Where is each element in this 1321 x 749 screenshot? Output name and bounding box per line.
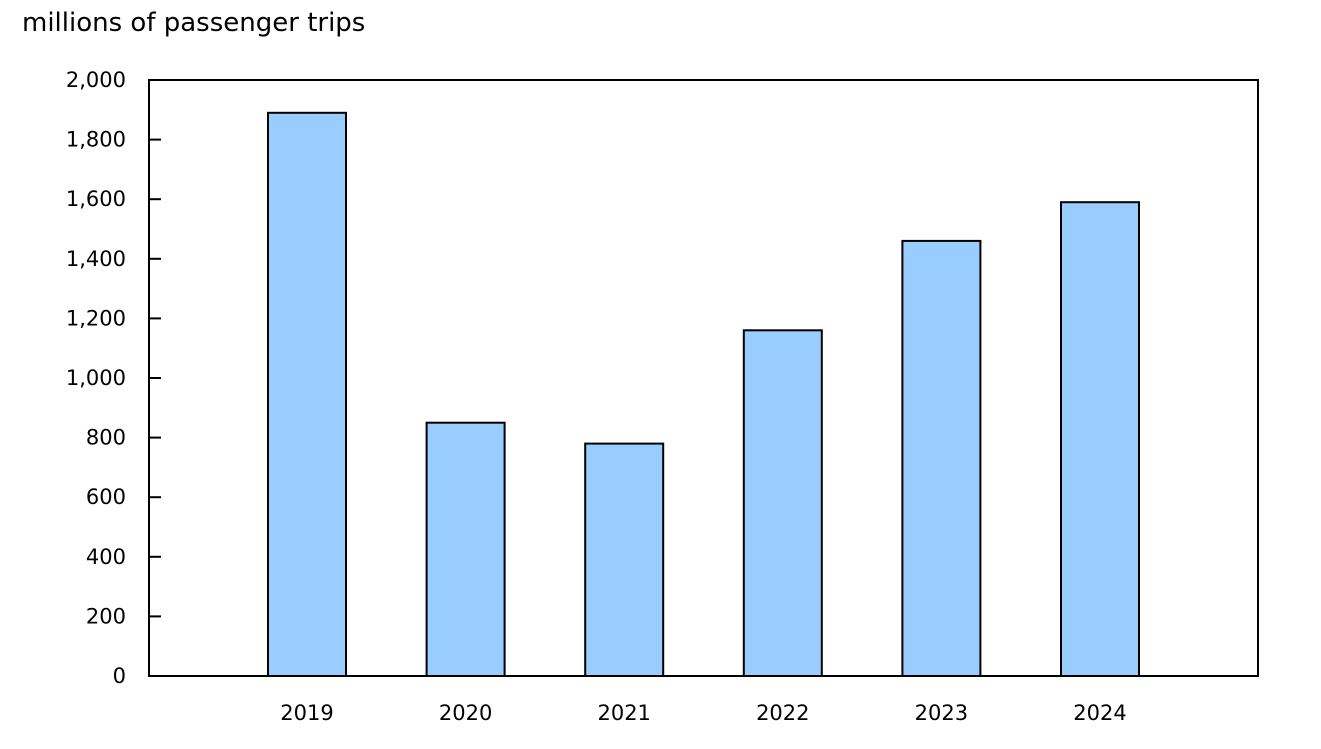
- y-tick-label: 2,000: [66, 68, 126, 92]
- y-tick-label: 1,600: [66, 187, 126, 211]
- y-tick-label: 400: [86, 545, 126, 569]
- bar-2021: [584, 442, 665, 677]
- y-tick-label: 600: [86, 485, 126, 509]
- x-tick-label: 2019: [280, 701, 333, 725]
- y-tick-label: 200: [86, 604, 126, 628]
- y-tick-label: 1,000: [66, 366, 126, 390]
- y-tick-label: 1,200: [66, 306, 126, 330]
- y-axis-unit-label: millions of passenger trips: [22, 8, 366, 38]
- x-tick-label: 2024: [1073, 701, 1126, 725]
- bar-2022: [742, 329, 823, 677]
- x-tick-label: 2021: [597, 701, 650, 725]
- x-tick-label: 2020: [439, 701, 492, 725]
- x-tick-label: 2022: [756, 701, 809, 725]
- y-tick-label: 800: [86, 426, 126, 450]
- x-tick-label: 2023: [915, 701, 968, 725]
- y-tick-label: 1,800: [66, 128, 126, 152]
- y-tick-label: 1,400: [66, 247, 126, 271]
- bar-2024: [1060, 201, 1140, 677]
- bar-2020: [425, 421, 506, 678]
- bar-2019: [267, 111, 347, 678]
- y-tick-label: 0: [113, 664, 126, 688]
- bar-2023: [901, 239, 982, 677]
